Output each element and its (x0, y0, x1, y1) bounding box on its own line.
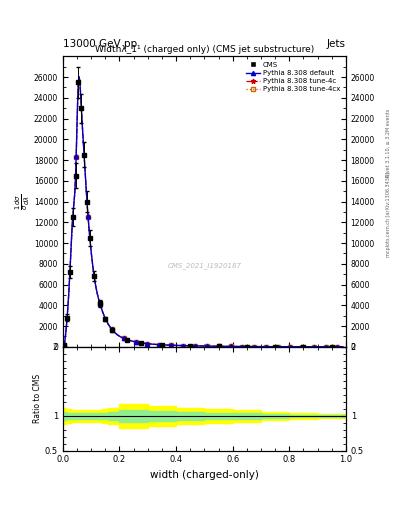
Line: Pythia 8.308 default: Pythia 8.308 default (62, 75, 345, 349)
Text: $\frac{1}{\sigma}\frac{d\sigma}{d\lambda}$: $\frac{1}{\sigma}\frac{d\sigma}{d\lambda… (14, 194, 32, 210)
Pythia 8.308 tune-4cx (264, 344, 268, 350)
Pythia 8.308 default (153, 342, 158, 348)
Text: Rivet 3.1.10, ≥ 3.2M events: Rivet 3.1.10, ≥ 3.2M events (386, 109, 391, 178)
Pythia 8.308 default (265, 344, 270, 350)
Pythia 8.308 default (173, 343, 178, 349)
Pythia 8.308 tune-4cx (153, 342, 158, 348)
Pythia 8.308 tune-4c (238, 344, 243, 350)
Pythia 8.308 tune-4cx (62, 342, 67, 348)
Pythia 8.308 default (77, 74, 81, 80)
Text: Jets: Jets (327, 38, 346, 49)
X-axis label: width (charged-only): width (charged-only) (150, 470, 259, 480)
Title: Widthλ_1¹ (charged only) (CMS jet substructure): Widthλ_1¹ (charged only) (CMS jet substr… (95, 45, 314, 54)
Pythia 8.308 tune-4c (341, 344, 345, 350)
Pythia 8.308 tune-4c (173, 343, 178, 349)
Pythia 8.308 tune-4cx (77, 75, 81, 81)
Pythia 8.308 default (238, 344, 243, 350)
Pythia 8.308 tune-4cx (173, 343, 178, 349)
Y-axis label: Ratio to CMS: Ratio to CMS (33, 374, 42, 423)
Pythia 8.308 tune-4cx (96, 296, 101, 302)
Legend: CMS, Pythia 8.308 default, Pythia 8.308 tune-4c, Pythia 8.308 tune-4cx: CMS, Pythia 8.308 default, Pythia 8.308 … (244, 60, 342, 94)
Pythia 8.308 default (96, 295, 101, 302)
Pythia 8.308 tune-4cx (341, 344, 345, 350)
Text: mcplots.cern.ch [arXiv:1306.3436]: mcplots.cern.ch [arXiv:1306.3436] (386, 173, 391, 258)
Pythia 8.308 tune-4cx (265, 344, 270, 350)
Pythia 8.308 tune-4c (62, 342, 67, 348)
Pythia 8.308 default (264, 344, 268, 350)
Pythia 8.308 tune-4c (77, 74, 81, 80)
Pythia 8.308 default (62, 342, 67, 348)
Pythia 8.308 tune-4c (153, 342, 158, 348)
Pythia 8.308 tune-4c (265, 344, 270, 350)
Line: Pythia 8.308 tune-4cx: Pythia 8.308 tune-4cx (62, 76, 345, 349)
Line: Pythia 8.308 tune-4c: Pythia 8.308 tune-4c (62, 75, 345, 349)
Text: CMS_2021_I1920187: CMS_2021_I1920187 (167, 262, 241, 269)
Pythia 8.308 default (341, 344, 345, 350)
Pythia 8.308 tune-4c (96, 296, 101, 302)
Text: 13000 GeV pp: 13000 GeV pp (63, 38, 137, 49)
Pythia 8.308 tune-4c (264, 344, 268, 350)
Pythia 8.308 tune-4cx (238, 344, 243, 350)
